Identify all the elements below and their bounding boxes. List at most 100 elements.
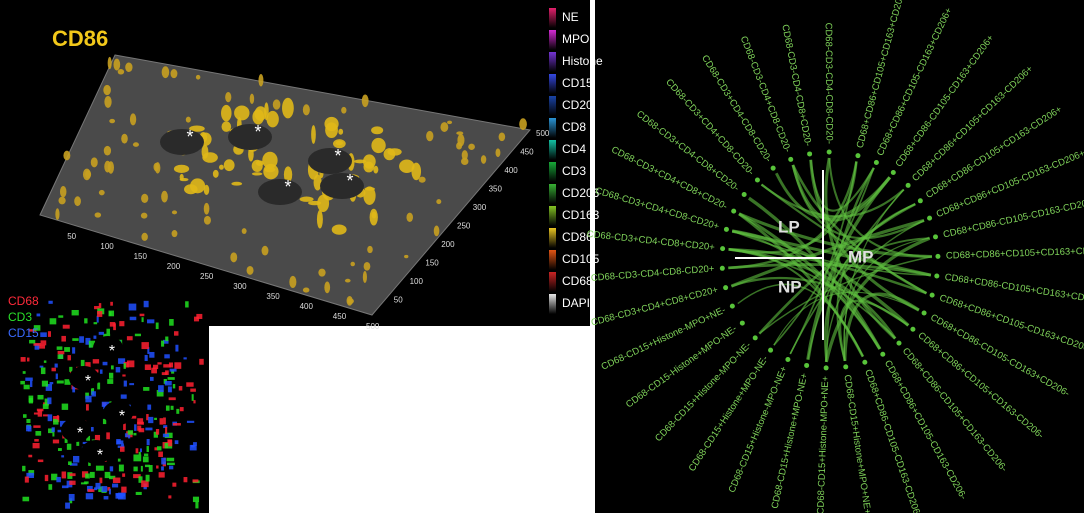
stain — [123, 423, 126, 430]
stain — [95, 465, 104, 471]
stain — [120, 394, 127, 399]
stain — [161, 340, 165, 347]
chord — [806, 176, 892, 360]
legend-swatch — [549, 184, 556, 204]
stain — [93, 335, 97, 339]
stain — [81, 471, 89, 478]
stain — [39, 365, 44, 368]
peak — [58, 196, 66, 205]
stain — [35, 431, 42, 436]
stain — [56, 380, 64, 384]
stain — [122, 473, 126, 477]
stain — [133, 466, 138, 472]
legend-label: CD20 — [562, 98, 593, 112]
stain — [134, 333, 142, 337]
legend-swatch — [549, 30, 556, 50]
axis-tick-label: 500 — [536, 129, 550, 138]
legend-swatch — [549, 250, 556, 270]
legend-label: CD86 — [562, 230, 593, 244]
stain — [113, 323, 116, 331]
stain — [146, 439, 150, 446]
peak — [202, 152, 218, 163]
stain — [193, 316, 200, 322]
peak — [141, 193, 149, 204]
axis-tick-label: 250 — [200, 272, 214, 281]
axis-tick-label: 450 — [333, 312, 347, 321]
stain — [128, 303, 137, 311]
asterisk: * — [109, 343, 115, 360]
axis-tick-label: 50 — [394, 296, 403, 305]
peak — [440, 122, 449, 132]
stain — [69, 366, 73, 372]
lumen — [69, 366, 99, 390]
node-dot — [770, 165, 776, 171]
stain — [145, 427, 153, 431]
stain — [22, 465, 26, 472]
stain — [91, 391, 96, 397]
peak — [221, 121, 232, 132]
stain — [164, 354, 170, 359]
legend-swatch — [549, 118, 556, 138]
stain — [26, 472, 35, 478]
stain — [162, 433, 169, 438]
stain — [135, 491, 142, 495]
legend-label: CD68 — [562, 274, 593, 288]
axis-tick-label: 350 — [489, 185, 503, 194]
stain — [68, 461, 72, 465]
stain — [56, 476, 61, 483]
stain — [146, 414, 149, 421]
node-dot — [927, 215, 933, 221]
node-dot — [826, 149, 832, 155]
stain — [98, 331, 104, 335]
asterisk: * — [85, 373, 91, 390]
peak — [338, 128, 344, 135]
stain — [37, 409, 43, 417]
node-dot — [739, 320, 745, 326]
peak — [363, 186, 376, 206]
stain — [122, 374, 126, 377]
peak — [90, 157, 98, 168]
stain — [128, 434, 131, 439]
legend-swatch — [549, 74, 556, 94]
stain — [126, 360, 135, 368]
axis-tick-label: 100 — [100, 242, 114, 251]
peak — [161, 190, 168, 203]
stain — [156, 446, 162, 451]
peak — [418, 176, 426, 183]
panel-title: CD86 — [52, 26, 108, 51]
stain — [76, 440, 80, 446]
node-dot — [921, 310, 927, 316]
stain — [72, 386, 76, 393]
stain — [107, 379, 114, 384]
peak — [313, 174, 322, 191]
peak — [373, 165, 379, 174]
stain — [93, 322, 98, 325]
stain — [92, 359, 100, 364]
legend-swatch — [549, 294, 556, 314]
peak — [519, 118, 527, 130]
axis-tick-label: 250 — [457, 222, 471, 231]
stain — [33, 342, 41, 346]
peak — [433, 225, 440, 237]
stain — [168, 495, 172, 499]
peak — [63, 150, 71, 161]
peak — [59, 185, 67, 198]
stain — [72, 347, 76, 354]
chord — [738, 212, 865, 358]
stain — [112, 483, 119, 488]
stain — [163, 364, 171, 368]
channel-label: CD15 — [8, 326, 39, 340]
stain — [148, 464, 153, 472]
peak — [104, 95, 112, 108]
stain — [56, 346, 63, 350]
stain — [139, 448, 142, 453]
stain — [37, 394, 44, 400]
stain — [99, 369, 103, 374]
stain — [40, 340, 47, 346]
legend-swatch — [549, 162, 556, 182]
stain — [24, 476, 29, 483]
node-dot — [741, 191, 747, 197]
peak — [185, 116, 191, 123]
stain — [28, 395, 34, 403]
stain — [22, 496, 30, 502]
